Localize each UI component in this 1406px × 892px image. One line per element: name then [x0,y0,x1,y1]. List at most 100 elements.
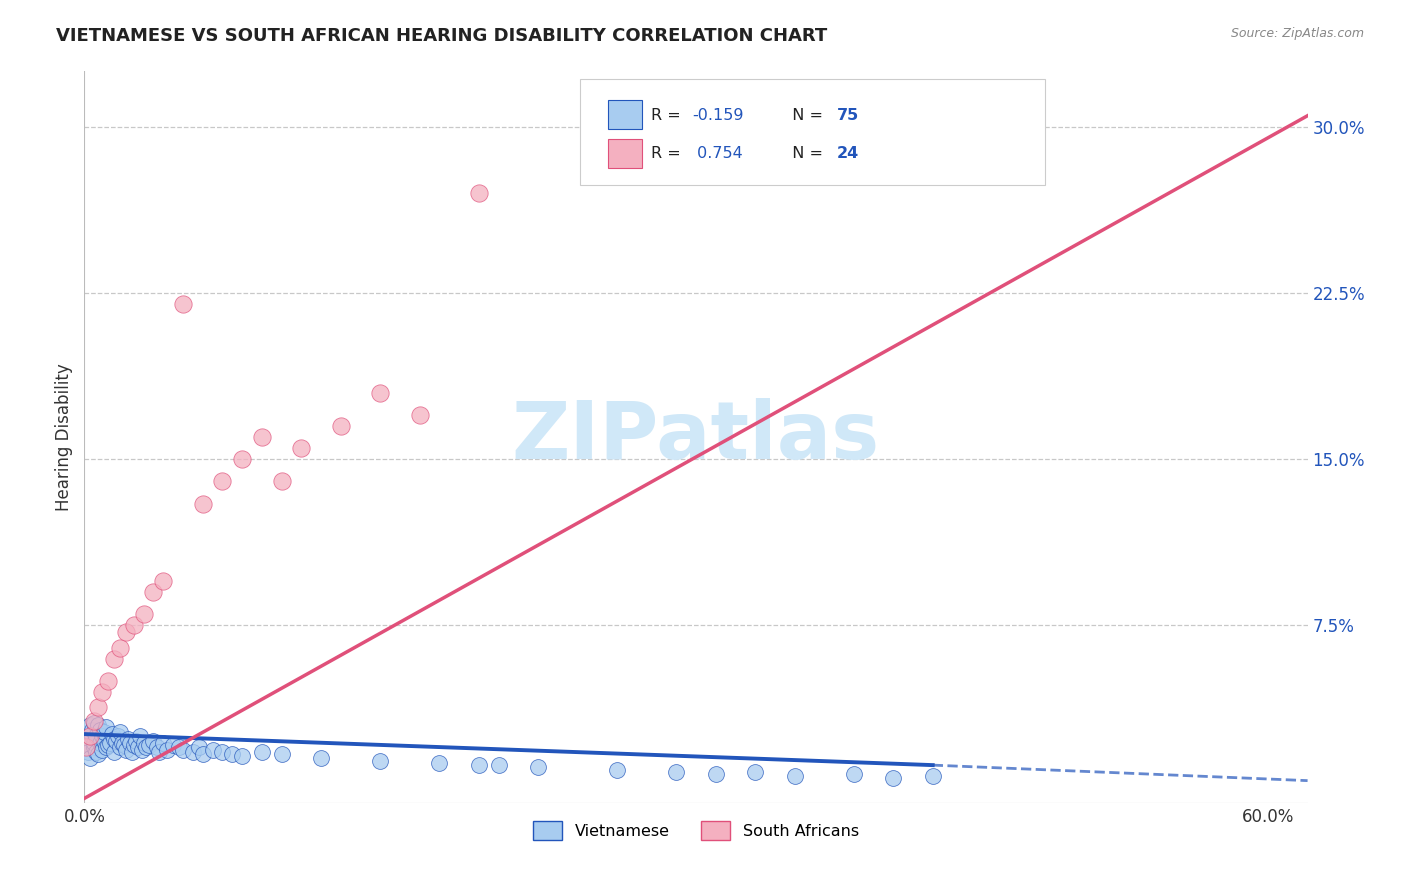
Point [93,733,115,747]
Text: -0.159: -0.159 [692,108,744,123]
Point [83,736,105,750]
Point [468,186,491,201]
Point [97,738,120,752]
Point [146,740,169,755]
Point [83,740,105,755]
Point [783,769,806,783]
Point [744,764,766,779]
Point [191,497,214,511]
Point [167,740,190,755]
Point [103,651,125,665]
Point [75,736,97,750]
Point [103,745,125,759]
Point [148,745,170,759]
Point [250,745,273,759]
Point [84,745,107,759]
Point [91,729,114,743]
Point [142,585,165,599]
Point [108,640,131,655]
Point [131,742,153,756]
Point [122,618,145,632]
Point [606,763,628,777]
FancyBboxPatch shape [579,78,1045,185]
Point [181,745,204,759]
Point [94,740,117,755]
Point [79,751,101,765]
Point [162,738,184,752]
Point [83,714,105,728]
Point [270,475,292,489]
Point [409,408,432,422]
Point [704,767,727,781]
Point [201,742,224,756]
Point [118,736,141,750]
Text: ZIPatlas: ZIPatlas [512,398,880,476]
Point [290,441,312,455]
Point [128,729,150,743]
Point [75,740,97,755]
Point [211,745,233,759]
Text: VIETNAMESE VS SOUTH AFRICAN HEARING DISABILITY CORRELATION CHART: VIETNAMESE VS SOUTH AFRICAN HEARING DISA… [56,27,828,45]
Point [87,718,110,732]
Point [368,385,391,400]
Point [104,733,127,747]
Point [309,751,332,765]
Point [79,729,101,743]
Text: N =: N = [782,108,828,123]
Point [124,733,146,747]
Point [84,729,107,743]
Point [231,452,253,467]
Point [87,700,110,714]
Point [152,736,174,750]
Point [429,756,451,770]
Point [488,758,510,772]
Point [221,747,243,761]
Point [82,723,104,737]
Point [921,769,943,783]
Point [250,430,273,444]
Text: 24: 24 [837,145,859,161]
Text: N =: N = [782,145,828,161]
Point [882,772,904,786]
Point [527,760,550,774]
Point [89,736,111,750]
Text: 0.754: 0.754 [692,145,742,161]
Point [83,716,105,731]
Point [368,754,391,768]
Point [91,742,114,756]
Point [121,745,143,759]
Point [231,749,253,764]
Point [93,724,115,739]
Point [665,764,688,779]
Point [156,742,179,756]
Point [468,758,491,772]
Point [172,297,194,311]
Point [82,729,104,743]
Point [108,740,131,755]
Text: R =: R = [651,145,686,161]
Text: Source: ZipAtlas.com: Source: ZipAtlas.com [1230,27,1364,40]
Point [112,738,135,752]
Point [89,723,111,737]
Legend: Vietnamese, South Africans: Vietnamese, South Africans [526,814,866,846]
FancyBboxPatch shape [607,100,643,129]
Text: 75: 75 [837,108,859,123]
Point [152,574,174,589]
Point [97,673,120,688]
Point [101,727,124,741]
Point [114,625,136,640]
Point [103,731,125,746]
Point [211,475,233,489]
Point [94,721,117,735]
Point [138,738,160,752]
Point [79,718,101,732]
Point [842,767,865,781]
Y-axis label: Hearing Disability: Hearing Disability [55,363,73,511]
Point [108,724,131,739]
Point [127,740,149,755]
Point [132,736,155,750]
Point [117,731,139,746]
Point [172,742,194,756]
FancyBboxPatch shape [607,138,643,168]
Point [77,745,100,759]
